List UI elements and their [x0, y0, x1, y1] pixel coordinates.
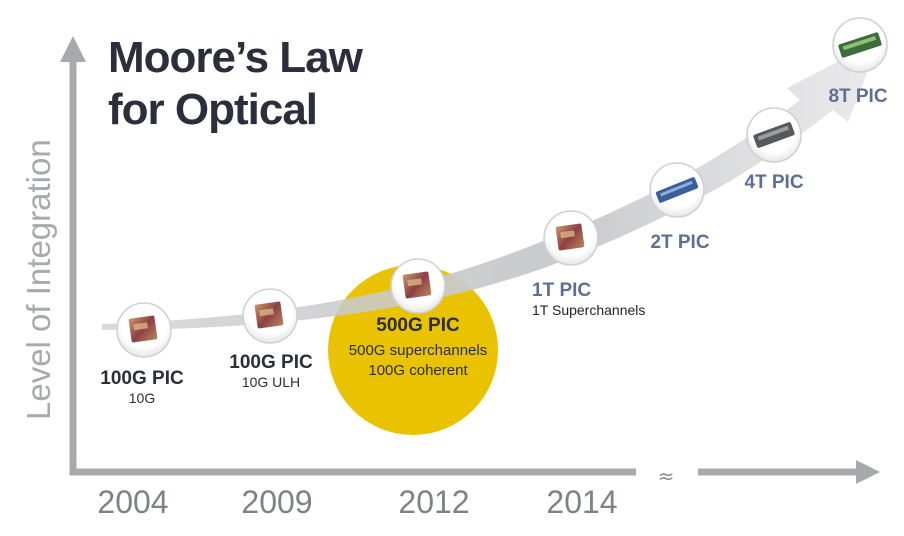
milestone-4-chip-circle: [543, 210, 599, 266]
milestone-6-label: 4T PIC: [744, 172, 804, 193]
milestone-7-label: 8T PIC: [828, 86, 888, 107]
title-line-1: Moore’s Law: [108, 33, 363, 82]
axis-break-mark: ≈: [658, 464, 675, 488]
milestone-5-label: 2T PIC: [650, 232, 710, 253]
year-tick-label: 2004: [97, 484, 169, 520]
blue-pic-chip-icon: [655, 177, 699, 203]
pic-chip-icon: [402, 271, 432, 299]
year-tick-label: 2014: [546, 484, 618, 520]
milestone-label: 1T PIC: [532, 280, 592, 301]
gray-pic-chip-icon: [753, 122, 795, 148]
pic-chip-icon: [555, 223, 585, 251]
milestone-4-label-group: 1T PIC 1T Superchannels: [532, 280, 646, 318]
milestone-2-label-group: 100G PIC 10G ULH: [206, 352, 336, 390]
pic-chip-icon: [254, 301, 284, 329]
pic-chip-icon: [128, 315, 158, 343]
milestone-sublabel: 10G ULH: [241, 374, 301, 390]
green-pic-chip-icon: [838, 32, 882, 58]
x-axis: [70, 460, 880, 484]
milestone-6-chip-circle: [746, 107, 802, 163]
milestone-3-chip-circle: [390, 258, 446, 314]
milestone-1-chip-circle: [116, 302, 172, 358]
milestone-label: 100G PIC: [229, 352, 313, 373]
milestone-sublabel: 1T Superchannels: [532, 302, 646, 318]
diagram-title: Moore’s Law for Optical: [108, 32, 363, 136]
milestone-sublabel: 10G: [128, 390, 156, 406]
milestone-1-label-group: 100G PIC 10G: [82, 368, 202, 406]
milestone-label: 500G PIC: [376, 315, 460, 336]
milestone-3-label-group: 500G PIC 500G superchannels 100G coheren…: [333, 315, 503, 379]
year-tick-label: 2009: [241, 484, 313, 520]
milestone-5-chip-circle: [649, 162, 705, 218]
milestone-2-chip-circle: [242, 288, 298, 344]
y-axis: [60, 36, 86, 475]
milestone-sublabel: 500G superchannels: [348, 342, 488, 359]
y-axis-label: Level of Integration: [20, 139, 57, 420]
milestone-sublabel: 100G coherent: [368, 362, 468, 379]
milestone-label: 100G PIC: [100, 368, 184, 389]
year-tick-label: 2012: [398, 484, 470, 520]
milestone-7-chip-circle: [832, 17, 888, 73]
growth-arrow-band: [102, 40, 880, 330]
title-line-2: for Optical: [108, 85, 318, 134]
